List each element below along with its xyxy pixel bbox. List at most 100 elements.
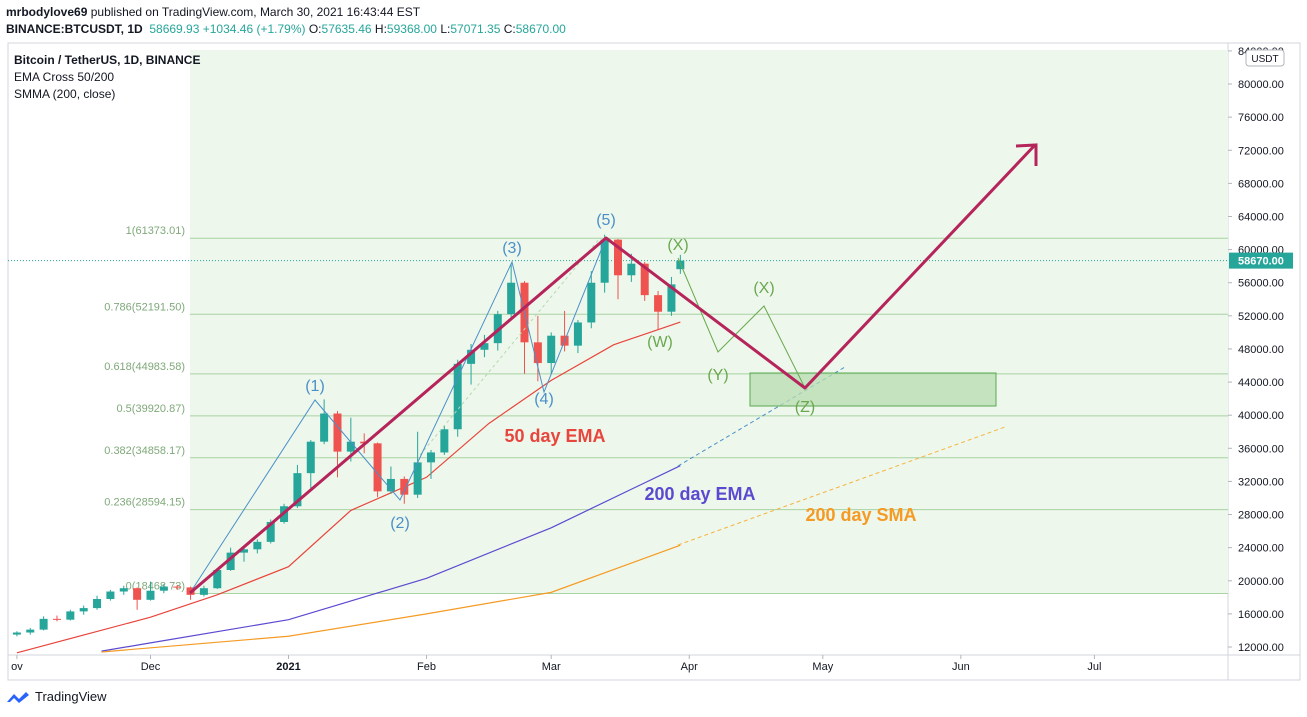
fib-label: 0.382(34858.17) <box>104 445 185 457</box>
line-annotation: 200 day SMA <box>805 505 916 525</box>
candle-body <box>627 263 636 276</box>
candle-body <box>226 552 235 571</box>
candle-body <box>119 588 128 592</box>
indicator-line <box>101 465 681 652</box>
brand: TradingView <box>35 689 107 704</box>
y-tick-label: 32000.00 <box>1238 476 1284 488</box>
y-tick-label: 36000.00 <box>1238 443 1284 455</box>
wave-label: (X) <box>753 280 774 297</box>
wave-label: (1) <box>305 378 325 395</box>
change: +1034.46 (+1.79%) <box>202 22 306 36</box>
candle-body <box>533 342 542 364</box>
line-annotation: 200 day EMA <box>644 484 755 504</box>
candle-body <box>386 478 395 492</box>
candle-body <box>413 462 422 495</box>
wave-label: (Z) <box>795 399 815 416</box>
fib-label: 0.618(44983.58) <box>104 361 185 373</box>
wave-label: (Y) <box>707 367 728 384</box>
ohlc-value: 57635.46 <box>321 22 372 36</box>
y-tick-label: 48000.00 <box>1238 344 1284 356</box>
x-tick-label: Jun <box>952 661 970 673</box>
candle-body <box>426 452 435 463</box>
wave-label: (X) <box>667 237 688 254</box>
labels: (1) (2) (3) (4) (5) (X) (W) (Y) (X) (Z) 50 day EMA… <box>305 212 916 532</box>
author: mrbodylove69 <box>6 5 88 19</box>
candle-body <box>667 284 676 312</box>
projection-path <box>189 143 1037 595</box>
candle-body <box>199 588 208 595</box>
logo <box>7 691 29 703</box>
candle-body <box>640 263 649 296</box>
candle-body <box>79 608 88 612</box>
candle-body <box>39 618 48 630</box>
axes: 12000.00 16000.00 20000.00 24000.00 28000.00… <box>11 46 1293 673</box>
fib-label: 0.5(39920.87) <box>117 403 186 415</box>
y-tick-label: 20000.00 <box>1238 576 1284 588</box>
ohlc-label: C: <box>503 22 516 36</box>
fib-label: 1(61373.01) <box>126 225 185 237</box>
candle-body <box>654 295 663 312</box>
y-tick-label: 56000.00 <box>1238 278 1284 290</box>
candle-body <box>66 611 75 620</box>
candle-body <box>676 260 685 270</box>
currency: USDT <box>1251 54 1278 65</box>
candle-body <box>440 429 449 453</box>
legend-indicator: SMMA (200, close) <box>14 87 115 101</box>
candle-body <box>213 570 222 589</box>
ohlc: O:57635.46 H:59368.00 L:57071.35 C:58670… <box>309 22 566 36</box>
drawings <box>189 143 1038 595</box>
candle-body <box>239 549 248 553</box>
candle-body <box>253 541 262 550</box>
candle-body <box>453 363 462 430</box>
candle-body <box>306 441 315 474</box>
footer: TradingView <box>6 689 107 704</box>
projection-arrowhead <box>1015 143 1038 166</box>
y-tick-label: 64000.00 <box>1238 211 1284 223</box>
y-tick-label: 80000.00 <box>1238 79 1284 91</box>
candle-body <box>373 443 382 492</box>
fib-background <box>190 50 1228 593</box>
candle-body <box>480 343 489 350</box>
candle-body <box>293 473 302 507</box>
x-tick-label: 2021 <box>276 661 300 673</box>
candle-body <box>614 239 622 276</box>
y-tick-label: 72000.00 <box>1238 145 1284 157</box>
symbol: BINANCE:BTCUSDT, 1D <box>6 22 143 36</box>
fib-group: 1(61373.01) 0.786(52191.50) 0.618(44983.58… <box>8 225 1228 594</box>
y-tick-label: 16000.00 <box>1238 609 1284 621</box>
legend-indicator: EMA Cross 50/200 <box>14 70 114 84</box>
chart: 1(61373.01) 0.786(52191.50) 0.618(44983.58… <box>7 42 1301 681</box>
candle-body <box>467 349 476 364</box>
y-tick-label: 44000.00 <box>1238 377 1284 389</box>
trend-dashed <box>419 237 601 456</box>
candle-body <box>173 586 182 588</box>
last-price: 58669.93 <box>149 22 200 36</box>
candle-body <box>507 282 516 315</box>
candle-body <box>346 441 355 452</box>
impulse-wave <box>189 237 607 594</box>
y-tick-label: 40000.00 <box>1238 410 1284 422</box>
wave-label: (4) <box>534 391 554 408</box>
wave-label: (3) <box>502 240 522 257</box>
candle-body <box>333 413 342 452</box>
ohlc-label: O: <box>308 22 322 36</box>
y-tick-label: 12000.00 <box>1238 642 1284 654</box>
x-tick-label: Apr <box>681 661 698 673</box>
candle-body <box>12 632 21 635</box>
candle-body <box>266 521 275 542</box>
x-tick-label: Jul <box>1087 661 1101 673</box>
sma-projection <box>677 426 1006 546</box>
ohlc-value: 58670.00 <box>515 22 566 36</box>
candle-body <box>573 322 582 346</box>
ohlc-value: 59368.00 <box>386 22 437 36</box>
candle-body <box>159 586 168 591</box>
candle-body <box>600 239 609 283</box>
x-tick-label: May <box>812 661 833 673</box>
current-price-box <box>1229 252 1293 269</box>
ohlc-value: 57071.35 <box>450 22 501 36</box>
y-tick-label: 68000.00 <box>1238 178 1284 190</box>
x-tick-label: Mar <box>542 661 561 673</box>
x-tick-label: Feb <box>417 661 436 673</box>
fib-label: 0.786(52191.50) <box>104 301 185 313</box>
